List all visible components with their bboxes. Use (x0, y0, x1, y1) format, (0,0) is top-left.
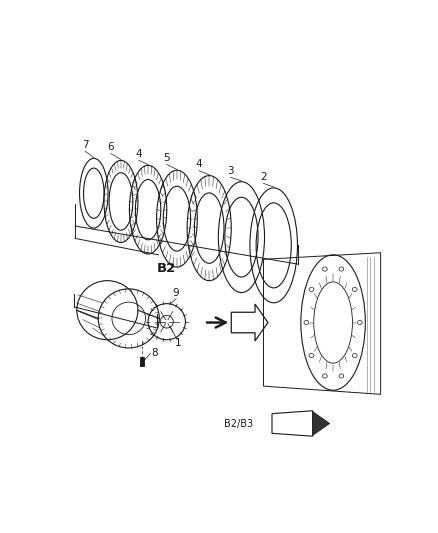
Text: 9: 9 (172, 288, 179, 298)
Text: 5: 5 (163, 154, 170, 163)
Text: 2: 2 (260, 172, 267, 182)
Polygon shape (313, 411, 330, 435)
Text: B2: B2 (157, 262, 177, 275)
Text: 4: 4 (196, 159, 202, 169)
Text: 8: 8 (152, 348, 158, 358)
Text: 7: 7 (82, 140, 88, 150)
Text: 4: 4 (136, 149, 142, 159)
Text: 1: 1 (174, 338, 181, 348)
Text: 3: 3 (227, 166, 234, 176)
Text: 6: 6 (107, 142, 114, 152)
Text: B2/B3: B2/B3 (224, 419, 253, 429)
Bar (140, 363, 144, 366)
